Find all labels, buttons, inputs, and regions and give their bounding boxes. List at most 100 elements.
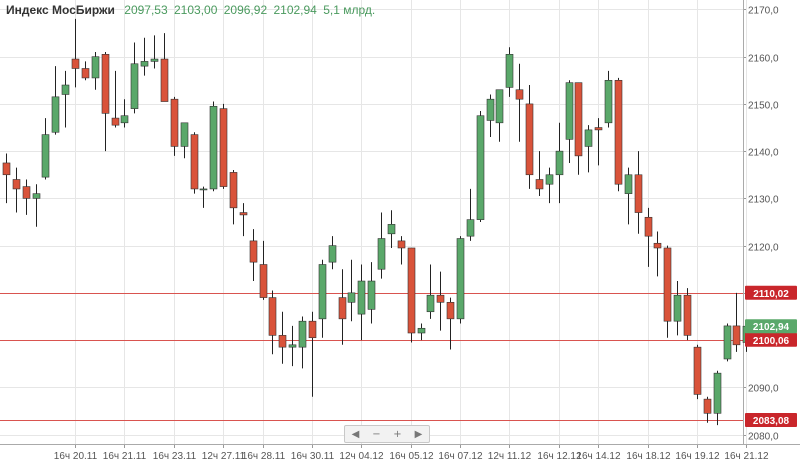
x-tick-label: 16ч 07.12 xyxy=(438,451,483,462)
x-tick-label: 16ч 14.12 xyxy=(576,451,621,462)
candle-body-down xyxy=(574,82,583,157)
y-tick-label: 2120,0 xyxy=(748,243,779,254)
x-tick-label: 16ч 23.11 xyxy=(153,451,197,462)
candle-body-down xyxy=(308,320,317,339)
high-value: 2103,00 xyxy=(174,3,218,17)
y-tick-label: 2140,0 xyxy=(748,148,779,159)
candle-body-up xyxy=(51,96,60,133)
candle-body-up xyxy=(32,193,41,199)
scroll-left-button[interactable]: ◀ xyxy=(351,428,360,440)
candle-body-down xyxy=(663,247,672,322)
candle-body-up xyxy=(357,280,366,315)
candle-body-down xyxy=(732,325,741,346)
zoom-in-button[interactable]: + xyxy=(393,428,402,440)
candle-body-down xyxy=(259,264,268,298)
candle-body-down xyxy=(219,108,228,187)
candle-body-down xyxy=(81,68,90,79)
close-value: 2102,94 xyxy=(273,3,317,17)
scroll-right-button[interactable]: ▶ xyxy=(414,428,423,440)
candle-body-up xyxy=(426,294,435,313)
candle-body-down xyxy=(239,212,248,216)
volume-value: 5,1 млрд. xyxy=(323,3,376,17)
candle-body-down xyxy=(229,172,238,209)
candle-body-up xyxy=(624,174,633,194)
candle-body-up xyxy=(150,58,159,62)
x-tick-label: 16ч 21.12 xyxy=(724,451,769,462)
candle-body-down xyxy=(594,127,603,131)
candle-body-down xyxy=(170,98,179,147)
x-tick-label: 12ч 04.12 xyxy=(339,451,384,462)
candle-body-down xyxy=(436,294,445,303)
level-label: 2083,08 xyxy=(753,416,790,427)
level-label: 2110,02 xyxy=(753,289,789,300)
x-tick-label: 16ч 05.12 xyxy=(389,451,434,462)
zoom-out-button[interactable]: − xyxy=(372,428,381,440)
candle-body-down xyxy=(683,294,692,336)
level-tag xyxy=(745,332,797,347)
x-tick-label: 16ч 20.11 xyxy=(54,451,98,462)
candle-body-up xyxy=(328,245,337,263)
x-tick-label: 16ч 30.11 xyxy=(291,451,335,462)
candle-body-up xyxy=(495,89,504,124)
candle-body-down xyxy=(268,297,277,336)
low-value: 2096,92 xyxy=(223,3,268,17)
candle-body-down xyxy=(644,216,653,237)
candle-body-down xyxy=(160,58,169,102)
y-tick-label: 2090,0 xyxy=(748,384,779,395)
candle-body-down xyxy=(634,174,643,213)
y-tick-label: 2130,0 xyxy=(748,195,779,206)
candle-body-up xyxy=(555,150,564,176)
open-value: 2097,53 xyxy=(124,3,168,17)
candle-body-down xyxy=(446,301,455,320)
candle-body-up xyxy=(120,115,129,124)
x-tick-label: 12ч 11.12 xyxy=(488,451,532,462)
candle-body-up xyxy=(673,294,682,322)
y-tick-label: 2080,0 xyxy=(748,432,779,443)
candle-body-down xyxy=(278,335,287,348)
level-tag xyxy=(745,413,797,428)
candle-body-down xyxy=(515,89,524,100)
candle-body-up xyxy=(476,115,485,220)
candle-body-up xyxy=(61,84,70,95)
candle-body-down xyxy=(12,179,21,190)
candle-body-down xyxy=(693,346,702,395)
candle-body-up xyxy=(466,219,475,237)
candle-body-up xyxy=(318,264,327,320)
chart-navigator: ◀ − + ▶ xyxy=(344,425,430,443)
x-tick-label: 12ч 27.11 xyxy=(202,451,246,462)
candle-body-up xyxy=(140,61,149,67)
candle-body-up xyxy=(199,188,208,191)
instrument-title: Индекс МосБиржи xyxy=(6,3,115,17)
candle-body-up xyxy=(377,238,386,270)
candle-body-down xyxy=(653,242,662,249)
y-tick-label: 2170,0 xyxy=(748,6,779,17)
y-tick-label: 2160,0 xyxy=(748,54,779,65)
candle-body-up xyxy=(180,122,189,147)
candle-body-down xyxy=(249,240,258,263)
candle-body-down xyxy=(407,247,416,334)
candle-body-down xyxy=(614,79,623,185)
candle-body-up xyxy=(604,79,613,124)
candle-body-up xyxy=(288,344,297,348)
candle-body-up xyxy=(417,327,426,334)
candle-body-up xyxy=(565,82,574,140)
candle-body-up xyxy=(41,134,50,178)
x-tick-label: 16ч 28.11 xyxy=(242,451,286,462)
candle-body-down xyxy=(101,54,110,114)
candle-body-up xyxy=(347,292,356,303)
level-tag xyxy=(745,285,797,300)
candle-body-up xyxy=(209,105,218,190)
candle-body-down xyxy=(111,117,120,126)
candle-body-up xyxy=(387,224,396,235)
candle-body-up xyxy=(367,280,376,310)
candle-body-down xyxy=(535,179,544,190)
current-price-label: 2102,94 xyxy=(753,322,790,333)
candle-body-up xyxy=(130,63,139,109)
candle-body-down xyxy=(71,58,80,69)
candle-body-down xyxy=(22,186,31,199)
x-tick-label: 16ч 12.12 xyxy=(537,451,582,462)
candle-body-up xyxy=(298,320,307,348)
candle-body-down xyxy=(338,297,347,320)
candle-body-up xyxy=(713,372,722,414)
